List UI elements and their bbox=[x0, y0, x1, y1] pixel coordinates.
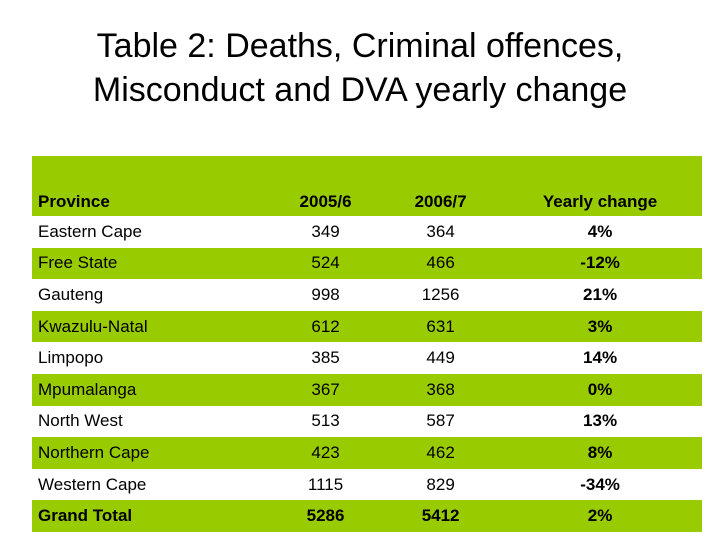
province-cell: Western Cape bbox=[38, 474, 147, 494]
yearly-change-cell: 21% bbox=[583, 284, 618, 304]
yearly-change-cell: -12% bbox=[580, 253, 620, 273]
table-header-row: Province 2005/6 2006/7 Yearly change bbox=[32, 156, 702, 216]
value-2005-6-cell: 423 bbox=[311, 442, 340, 462]
yearly-change-cell: 2% bbox=[587, 506, 613, 526]
value-2006-7-cell: 5412 bbox=[421, 506, 460, 526]
province-cell: Free State bbox=[38, 253, 118, 273]
table-row: Western Cape 1115 829 -34% bbox=[32, 469, 702, 501]
value-2005-6-cell: 998 bbox=[311, 284, 340, 304]
page-title: Table 2: Deaths, Criminal offences, Misc… bbox=[0, 24, 720, 112]
province-cell: Kwazulu-Natal bbox=[38, 316, 148, 336]
value-2006-7-cell: 829 bbox=[426, 474, 455, 494]
province-cell: Gauteng bbox=[38, 284, 104, 304]
province-cell: Eastern Cape bbox=[38, 221, 142, 241]
value-2006-7-cell: 466 bbox=[426, 253, 455, 273]
value-2005-6-cell: 349 bbox=[311, 221, 340, 241]
header-2006-7: 2006/7 bbox=[414, 192, 467, 211]
value-2005-6-cell: 513 bbox=[311, 411, 340, 431]
table-row: Limpopo 385 449 14% bbox=[32, 342, 702, 374]
yearly-change-cell: 3% bbox=[587, 316, 613, 336]
data-table: Province 2005/6 2006/7 Yearly change Eas… bbox=[32, 156, 702, 532]
header-2005-6: 2005/6 bbox=[299, 192, 352, 211]
table-total-row: Grand Total 5286 5412 2% bbox=[32, 500, 702, 532]
table-row: Gauteng 998 1256 21% bbox=[32, 279, 702, 311]
table-row: Free State 524 466 -12% bbox=[32, 247, 702, 280]
value-2005-6-cell: 612 bbox=[311, 316, 340, 336]
value-2006-7-cell: 631 bbox=[426, 316, 455, 336]
header-yearly-change: Yearly change bbox=[542, 192, 658, 211]
province-cell: North West bbox=[38, 411, 123, 431]
value-2005-6-cell: 367 bbox=[311, 379, 340, 399]
province-cell: Mpumalanga bbox=[38, 379, 137, 399]
table-row: Eastern Cape 349 364 4% bbox=[32, 216, 702, 248]
yearly-change-cell: 14% bbox=[583, 348, 618, 368]
value-2006-7-cell: 462 bbox=[426, 442, 455, 462]
title-line-2: Misconduct and DVA yearly change bbox=[92, 71, 628, 109]
yearly-change-cell: 8% bbox=[587, 442, 613, 462]
value-2006-7-cell: 587 bbox=[426, 411, 455, 431]
yearly-change-cell: 4% bbox=[587, 221, 613, 241]
value-2005-6-cell: 5286 bbox=[306, 506, 345, 526]
value-2006-7-cell: 368 bbox=[426, 379, 455, 399]
province-cell: Grand Total bbox=[38, 506, 133, 526]
header-province: Province bbox=[38, 192, 110, 211]
value-2006-7-cell: 364 bbox=[426, 221, 455, 241]
table-row: North West 513 587 13% bbox=[32, 406, 702, 438]
value-2006-7-cell: 449 bbox=[426, 348, 455, 368]
yearly-change-cell: 13% bbox=[583, 411, 618, 431]
value-2006-7-cell: 1256 bbox=[421, 284, 460, 304]
table-row: Northern Cape 423 462 8% bbox=[32, 437, 702, 469]
province-cell: Northern Cape bbox=[38, 442, 150, 462]
value-2005-6-cell: 524 bbox=[311, 253, 340, 273]
value-2005-6-cell: 1115 bbox=[307, 474, 344, 494]
yearly-change-cell: -34% bbox=[580, 474, 620, 494]
value-2005-6-cell: 385 bbox=[311, 348, 340, 368]
title-line-1: Table 2: Deaths, Criminal offences, bbox=[96, 27, 624, 65]
yearly-change-cell: 0% bbox=[587, 379, 613, 399]
table-row: Mpumalanga 367 368 0% bbox=[32, 373, 702, 406]
province-cell: Limpopo bbox=[38, 348, 104, 368]
table-row: Kwazulu-Natal 612 631 3% bbox=[32, 310, 702, 343]
